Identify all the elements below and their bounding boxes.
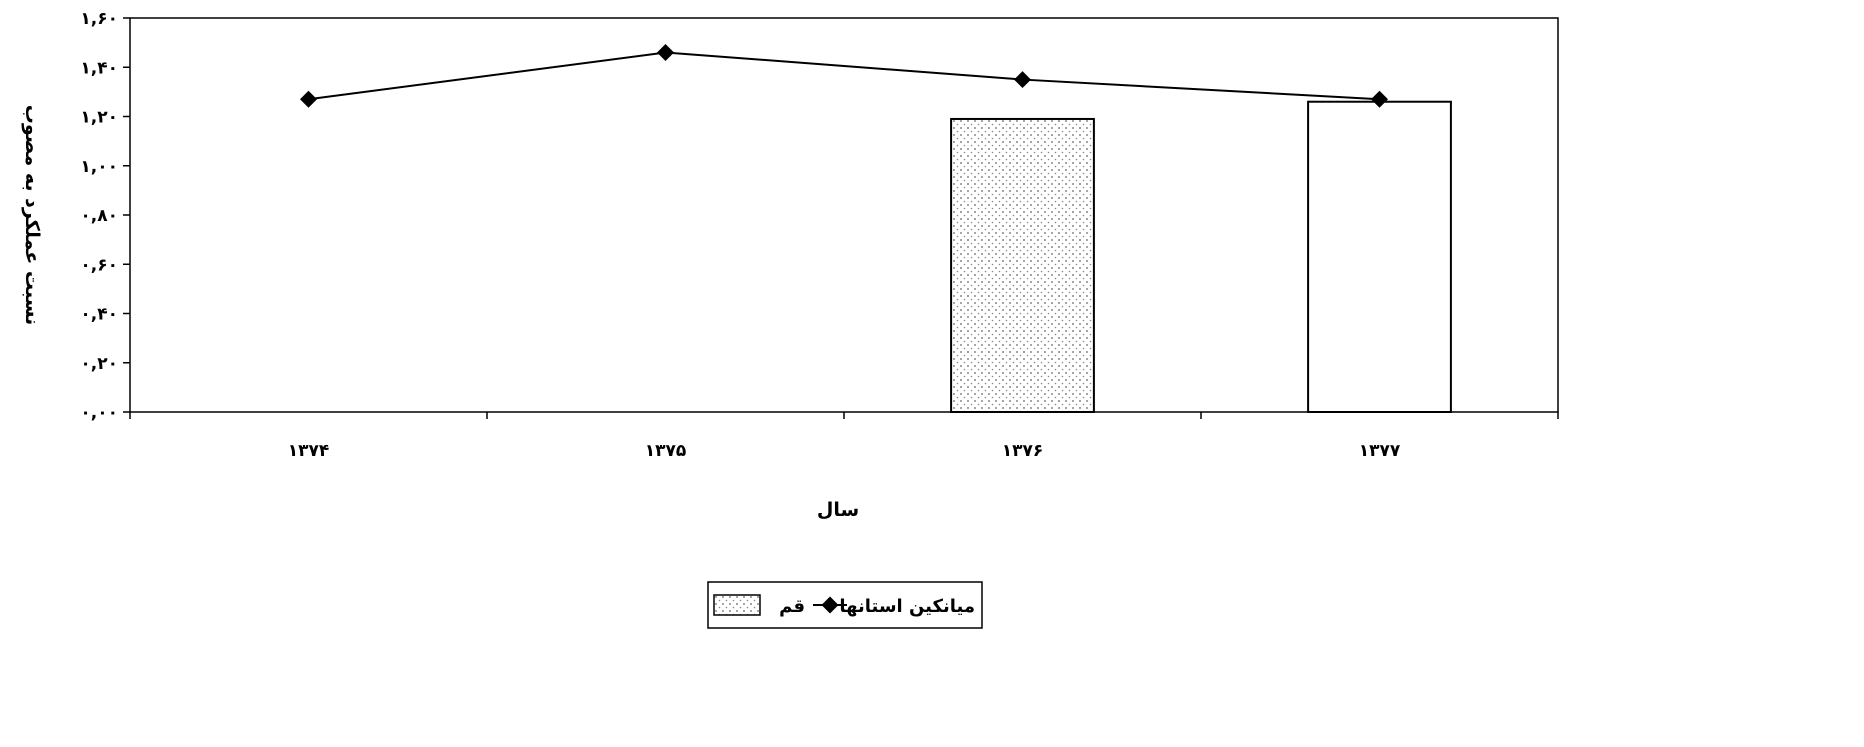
x-tick-label: ۱۳۷۶ (1002, 441, 1044, 461)
x-tick-label: ۱۳۷۴ (288, 441, 330, 461)
legend-diamond-marker (821, 596, 839, 614)
y-tick-label: ۰,۶۰ (80, 255, 118, 275)
series-line (308, 51, 1380, 101)
x-tick-label: ۱۳۷۵ (645, 441, 687, 461)
x-tick-label: ۱۳۷۷ (1359, 441, 1401, 461)
y-tick-label: ۱,۶۰ (80, 9, 118, 29)
line-point (300, 90, 317, 108)
legend: میانکین استانها قم (707, 581, 983, 629)
bar (950, 117, 1095, 414)
x-axis-title: سال (817, 499, 859, 521)
y-tick-label: ۱,۰۰ (80, 157, 118, 177)
y-axis-title: نسبت عملکرد به مصوب (21, 105, 43, 325)
line-point (657, 43, 674, 61)
y-tick-label: ۰,۲۰ (80, 354, 118, 374)
y-tick-label: ۰,۴۰ (80, 305, 118, 325)
bar (1307, 100, 1452, 413)
legend-label-average: میانکین استانها (839, 596, 975, 617)
legend-bar-swatch (713, 594, 761, 616)
legend-label-qom: قم (779, 596, 805, 617)
y-tick-label: ۰,۸۰ (80, 206, 118, 226)
y-tick-label: ۱,۴۰ (80, 58, 118, 78)
x-axis: ۱۳۷۴ ۱۳۷۵ ۱۳۷۶ ۱۳۷۷ (129, 412, 1559, 461)
line-series-group (300, 43, 1388, 108)
y-tick-label: ۰,۰۰ (80, 403, 118, 423)
y-axis: ۰,۰۰ ۰,۲۰ ۰,۴۰ ۰,۶۰ ۰,۸۰ ۱,۰۰ ۱,۲۰ ۱,۴۰ ۱,۶۰ (80, 9, 130, 423)
y-tick-label: ۱,۲۰ (80, 108, 118, 128)
